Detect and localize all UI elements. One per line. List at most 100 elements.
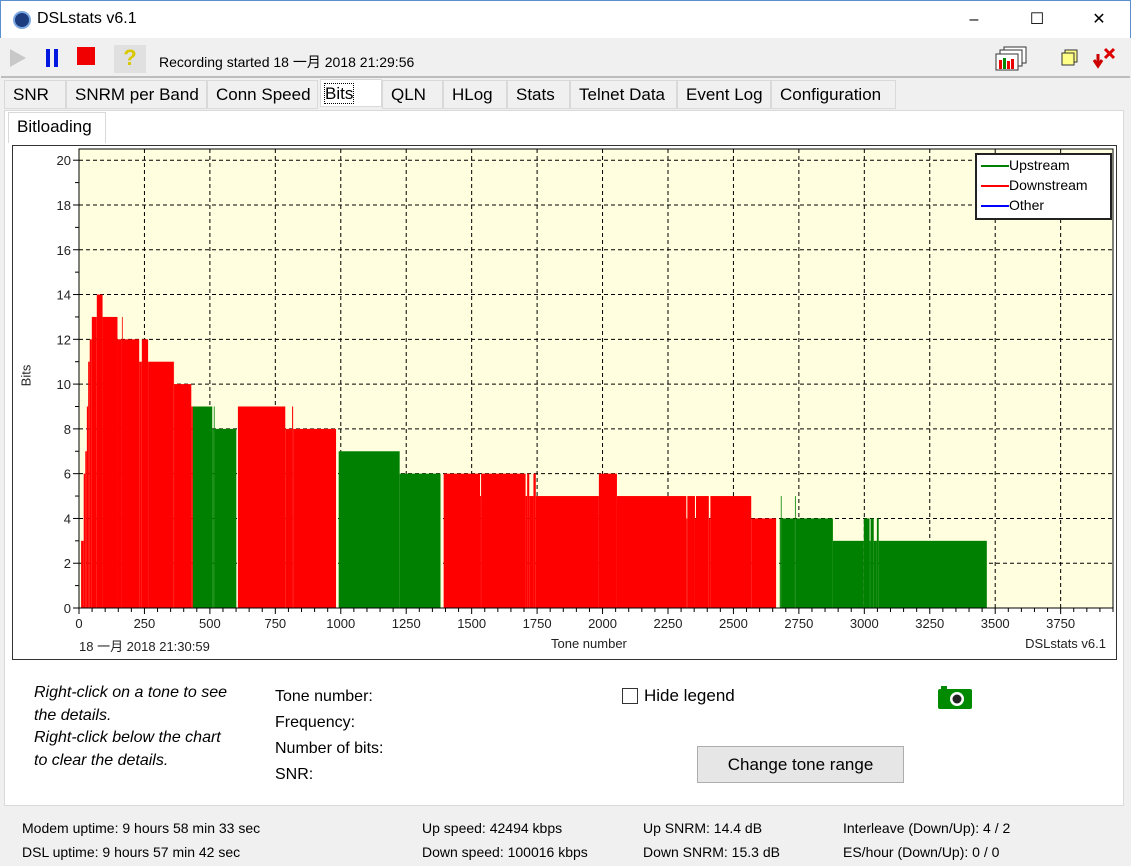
y-tick-label: 8	[64, 422, 71, 437]
up-speed: Up speed: 42494 kbps	[422, 820, 563, 836]
bar-downstream	[695, 496, 709, 608]
bar-downstream	[85, 451, 87, 608]
bar-downstream	[121, 316, 123, 608]
stop-icon[interactable]	[76, 46, 96, 66]
chart-canvas[interactable]: 0 250 500 750 1000 1250 1500 1750 2000 2250 2500 27…	[13, 146, 1116, 659]
legend-label: Downstream	[1009, 177, 1088, 193]
bar-downstream	[616, 496, 687, 608]
x-tick-label: 3000	[850, 616, 879, 631]
tab-stats[interactable]: Stats	[507, 80, 570, 109]
bar-downstream	[83, 473, 86, 608]
bar-downstream	[293, 428, 337, 608]
bar-upstream	[794, 496, 796, 608]
help-text: Right-click on a tone to see the details…	[34, 682, 227, 772]
tab-hlog[interactable]: HLog	[443, 80, 507, 109]
subtab-bitloading[interactable]: Bitloading	[8, 112, 106, 143]
bar-downstream	[292, 406, 294, 608]
windows-icon[interactable]	[1060, 48, 1080, 68]
modem-uptime: Modem uptime: 9 hours 58 min 33 sec	[22, 820, 261, 836]
x-tick-label: 2250	[654, 616, 683, 631]
x-axis-label: Tone number	[551, 636, 627, 651]
bar-downstream	[117, 339, 122, 608]
legend-label: Other	[1009, 197, 1045, 213]
legend-item-upstream: Upstream	[981, 157, 1070, 173]
x-tick-label: 2000	[588, 616, 617, 631]
camera-icon[interactable]	[937, 685, 973, 711]
bar-upstream	[212, 428, 214, 608]
tab-bits[interactable]: Bits	[320, 79, 382, 107]
bar-downstream	[529, 496, 534, 608]
bar-upstream	[779, 518, 781, 608]
x-tick-label: 750	[264, 616, 286, 631]
minimize-button[interactable]: –	[969, 11, 979, 28]
x-tick-label: 0	[75, 616, 82, 631]
tab-telnet-data[interactable]: Telnet Data	[570, 80, 677, 109]
chart-watermark: DSLstats v6.1	[1025, 636, 1106, 651]
bar-downstream	[443, 473, 481, 608]
bar-downstream	[535, 496, 599, 608]
close-button[interactable]: ✕	[1092, 11, 1106, 28]
bar-upstream	[870, 518, 874, 608]
x-tick-label: 1500	[457, 616, 486, 631]
bar-downstream	[481, 473, 526, 608]
help-line: the details.	[34, 706, 112, 724]
bar-upstream	[876, 518, 879, 608]
tab-qln[interactable]: QLN	[382, 80, 443, 109]
x-tick-label: 500	[199, 616, 221, 631]
tab-conn-speed[interactable]: Conn Speed	[207, 80, 318, 109]
help-line: to clear the details.	[34, 751, 169, 769]
help-icon[interactable]: ?	[114, 45, 146, 73]
x-tick-label: 3250	[915, 616, 944, 631]
bar-downstream	[96, 294, 103, 608]
tone-details: Tone number: Frequency: Number of bits: …	[275, 684, 383, 788]
hide-legend-label[interactable]: Hide legend	[644, 686, 735, 705]
plot-border	[78, 148, 1114, 609]
bar-upstream	[832, 540, 864, 608]
bar-downstream	[687, 496, 695, 608]
bar-downstream	[237, 406, 286, 608]
tab-snr[interactable]: SNR	[4, 80, 66, 109]
bar-downstream	[148, 361, 174, 608]
tab-configuration[interactable]: Configuration	[771, 80, 896, 109]
pause-icon[interactable]	[44, 47, 60, 69]
bar-downstream	[86, 406, 89, 608]
legend-item-downstream: Downstream	[981, 177, 1088, 193]
bar-downstream	[139, 361, 142, 608]
bar-downstream	[191, 406, 193, 608]
chart-timestamp: 18 一月 2018 21:30:59	[79, 639, 210, 654]
y-tick-label: 20	[57, 153, 71, 168]
x-tick-label: 1250	[392, 616, 421, 631]
toolbar	[1, 38, 1130, 78]
down-snrm: Down SNRM: 15.3 dB	[643, 844, 780, 860]
y-tick-label: 12	[57, 332, 71, 347]
bitloading-chart[interactable]: 0 250 500 750 1000 1250 1500 1750 2000 2250 2500 27…	[12, 145, 1117, 660]
tab-event-log[interactable]: Event Log	[677, 80, 771, 109]
interleave: Interleave (Down/Up): 4 / 2	[843, 820, 1011, 836]
y-tick-label: 0	[64, 601, 71, 616]
maximize-button[interactable]: ☐	[1029, 11, 1045, 28]
tab-label: SNR	[13, 85, 49, 104]
tab-label: Configuration	[780, 85, 882, 104]
play-icon[interactable]	[8, 46, 28, 70]
tab-snrm-per-band[interactable]: SNRM per Band	[66, 80, 207, 109]
graphs-icon[interactable]	[994, 46, 1028, 72]
tab-label: Telnet Data	[579, 85, 665, 104]
legend-item-other: Other	[981, 197, 1044, 213]
title-bar: DSLstats v6.1 – ☐ ✕	[0, 0, 1131, 38]
change-tone-range-button[interactable]: Change tone range	[697, 746, 904, 783]
hide-legend-checkbox[interactable]	[622, 688, 638, 704]
frequency-label: Frequency:	[275, 714, 356, 731]
y-tick-label: 4	[64, 511, 71, 526]
down-speed: Down speed: 100016 kbps	[422, 844, 588, 860]
bar-downstream	[751, 518, 777, 608]
y-tick-label: 10	[57, 377, 71, 392]
minimize-to-tray-icon[interactable]	[1090, 46, 1118, 70]
tab-label: HLog	[452, 85, 493, 104]
y-tick-label: 6	[64, 467, 71, 482]
bar-downstream	[91, 316, 97, 608]
bar-downstream	[173, 361, 175, 608]
y-tick-label: 2	[64, 556, 71, 571]
tab-label: Conn Speed	[216, 85, 311, 104]
bar-downstream	[285, 428, 293, 608]
x-tick-label: 3500	[981, 616, 1010, 631]
